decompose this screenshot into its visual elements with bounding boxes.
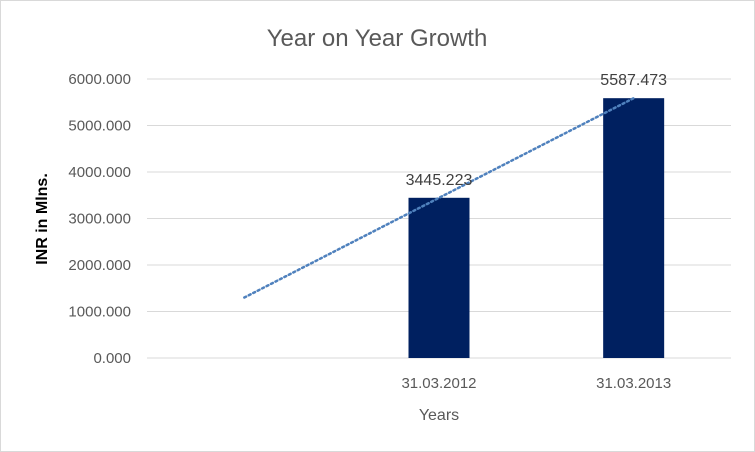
bars [408, 98, 665, 359]
trendline [243, 96, 635, 299]
x-tick-label: 31.03.2013 [596, 375, 671, 392]
y-tick-label: 5000.000 [68, 118, 131, 135]
bar [603, 98, 665, 359]
y-tick-label: 0.000 [93, 350, 131, 367]
x-tick-label: 31.03.2012 [401, 375, 476, 392]
chart-title: Year on Year Growth [267, 25, 488, 52]
data-label: 3445.223 [406, 172, 473, 189]
data-labels: 3445.223 5587.473 [406, 72, 668, 189]
x-axis-title: Years [419, 407, 459, 424]
y-tick-label: 2000.000 [68, 257, 131, 274]
y-tick-label: 3000.000 [68, 211, 131, 228]
data-label: 5587.473 [600, 72, 667, 89]
x-axis-ticks: 31.03.2012 31.03.2013 [401, 375, 671, 392]
y-tick-label: 1000.000 [68, 304, 131, 321]
trendline-layer [243, 96, 635, 299]
y-axis-title: INR in Mlns. [34, 173, 51, 265]
y-tick-label: 4000.000 [68, 164, 131, 181]
bar [408, 197, 470, 358]
y-tick-label: 6000.000 [68, 71, 131, 88]
y-axis-ticks: 0.000 1000.000 2000.000 3000.000 4000.000 500… [68, 71, 131, 367]
